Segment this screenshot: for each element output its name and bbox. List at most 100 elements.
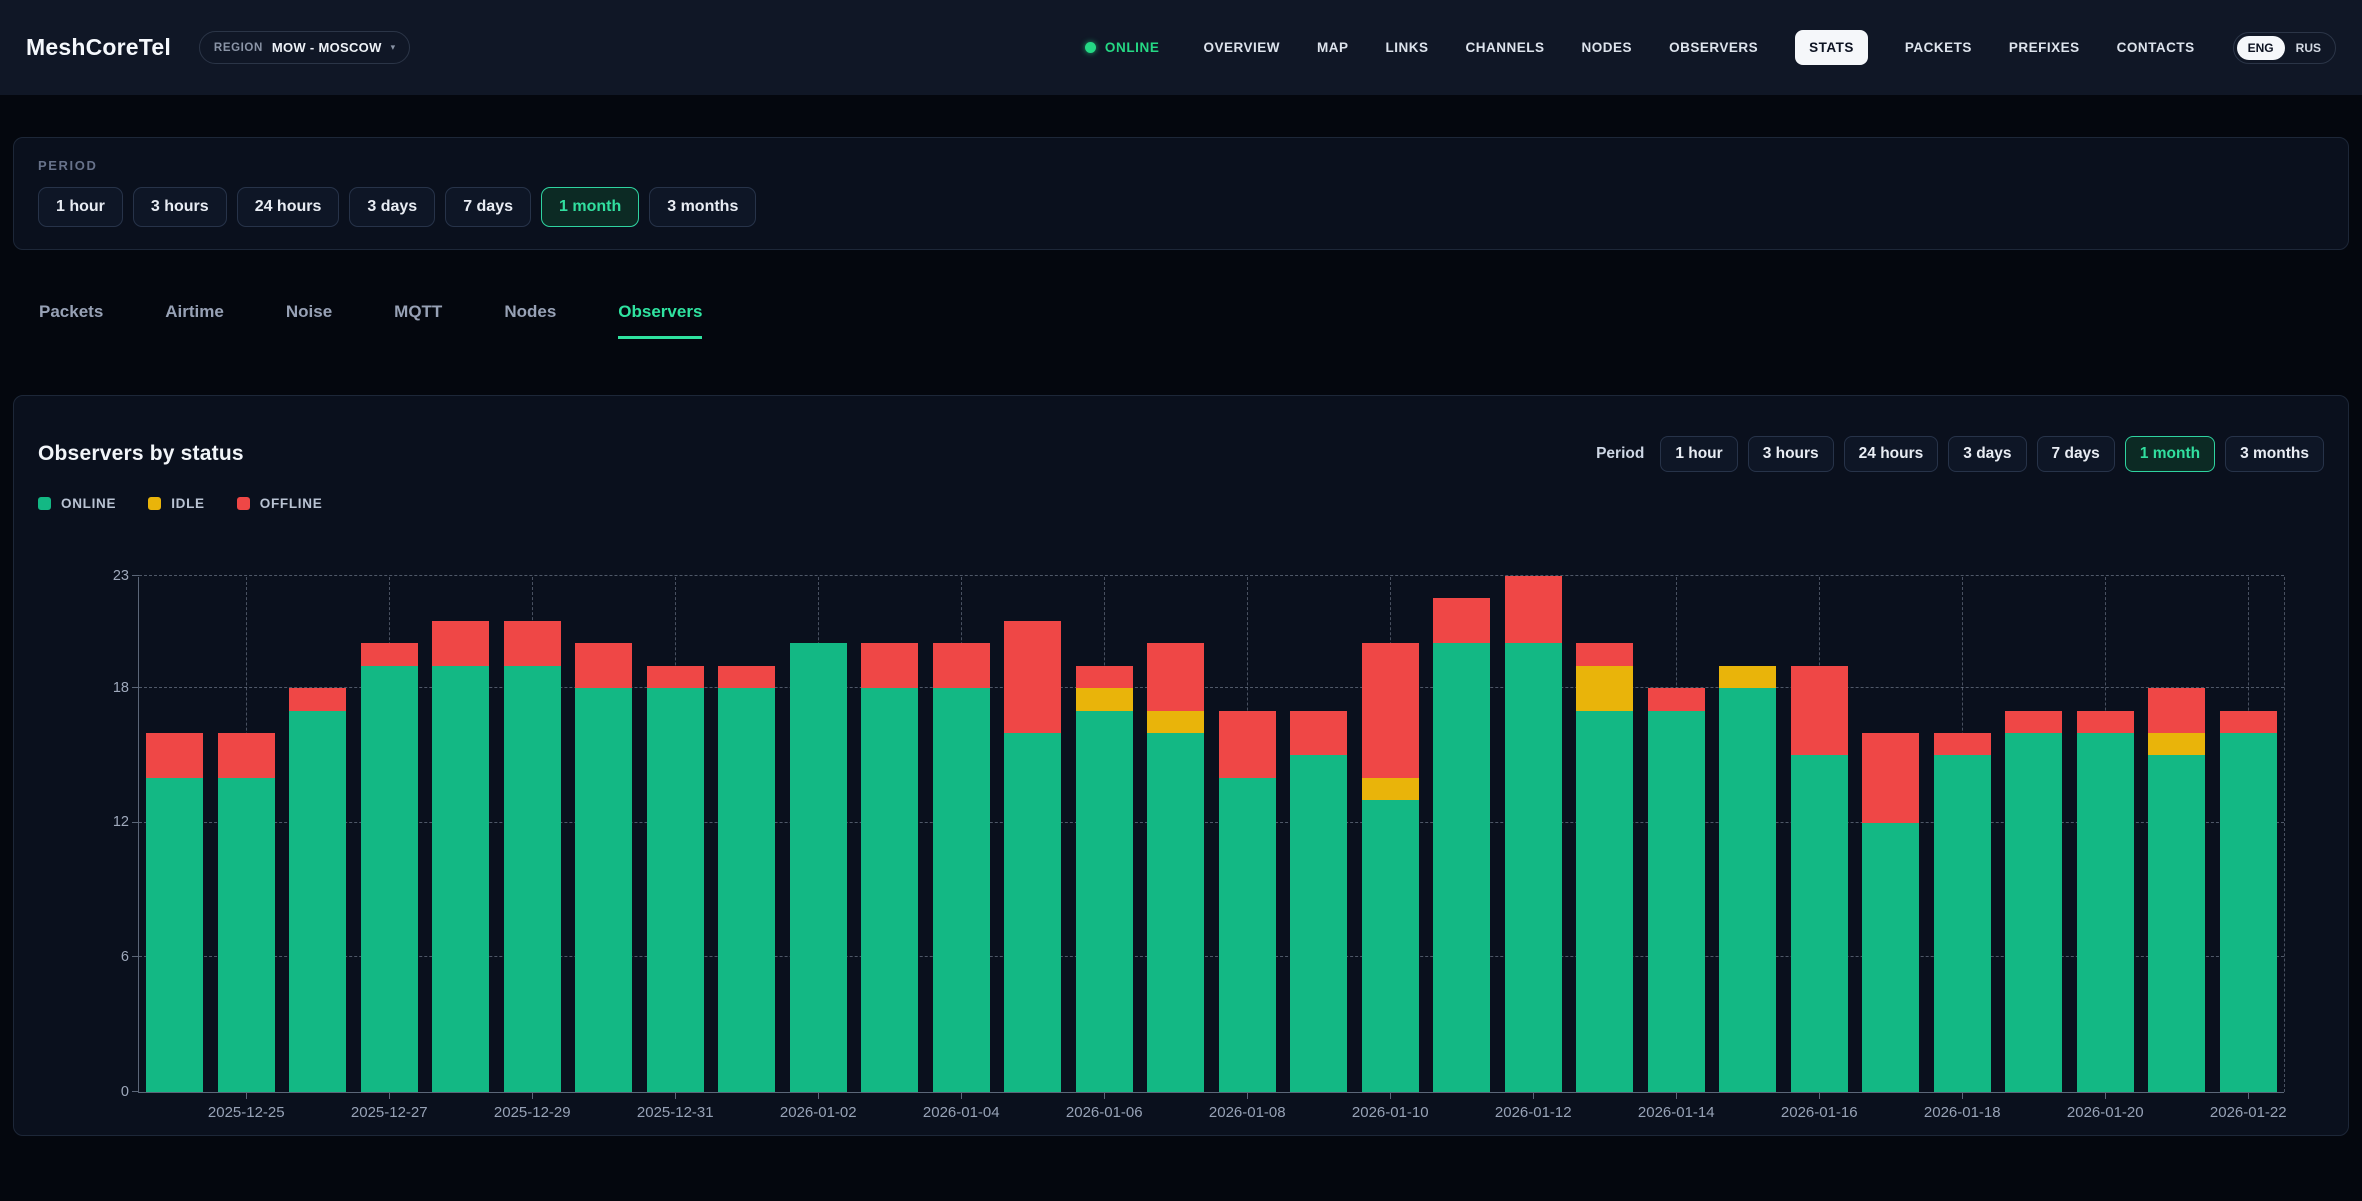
bar-2026-01-11[interactable]	[1433, 598, 1491, 1092]
bar-segment-offline-2026-01-05[interactable]	[1004, 620, 1062, 734]
bar-segment-online-2025-12-28[interactable]	[432, 665, 490, 1092]
bar-segment-idle-2026-01-06[interactable]	[1075, 688, 1133, 711]
bar-segment-idle-2026-01-10[interactable]	[1361, 777, 1419, 801]
bar-segment-online-2026-01-05[interactable]	[1004, 733, 1062, 1092]
bar-2025-12-30[interactable]	[575, 643, 633, 1092]
chart-period-button-3-hours[interactable]: 3 hours	[1747, 436, 1834, 472]
bar-segment-offline-2025-12-29[interactable]	[503, 620, 561, 666]
bar-segment-offline-2026-01-06[interactable]	[1075, 665, 1133, 689]
nav-item-links[interactable]: LINKS	[1385, 40, 1429, 55]
period-button-7-days[interactable]: 7 days	[445, 187, 531, 227]
bar-segment-offline-2025-12-31[interactable]	[646, 665, 704, 689]
bar-segment-online-2026-01-12[interactable]	[1504, 643, 1562, 1092]
bar-segment-online-2025-12-29[interactable]	[503, 665, 561, 1092]
bar-segment-offline-2026-01-07[interactable]	[1147, 643, 1205, 711]
bar-segment-offline-2026-01-12[interactable]	[1504, 576, 1562, 644]
nav-item-stats[interactable]: STATS	[1795, 30, 1868, 65]
bar-segment-online-2026-01-17[interactable]	[1862, 822, 1920, 1092]
bar-segment-offline-2025-12-25[interactable]	[217, 733, 275, 778]
bar-2026-01-22[interactable]	[2219, 710, 2277, 1092]
bar-2026-01-17[interactable]	[1862, 733, 1920, 1092]
bar-segment-online-2026-01-14[interactable]	[1647, 710, 1705, 1092]
bar-2026-01-08[interactable]	[1218, 710, 1276, 1092]
bar-2026-01-20[interactable]	[2076, 710, 2134, 1092]
bar-segment-online-2026-01-19[interactable]	[2005, 733, 2063, 1092]
nav-item-overview[interactable]: OVERVIEW	[1203, 40, 1281, 55]
period-button-24-hours[interactable]: 24 hours	[236, 187, 340, 227]
bar-segment-offline-2026-01-16[interactable]	[1790, 665, 1848, 756]
period-button-3-hours[interactable]: 3 hours	[132, 187, 227, 227]
bar-segment-online-2026-01-02[interactable]	[789, 643, 847, 1092]
nav-item-map[interactable]: MAP	[1317, 40, 1349, 55]
bar-segment-offline-2025-12-28[interactable]	[432, 620, 490, 666]
bar-segment-offline-2026-01-13[interactable]	[1576, 643, 1634, 666]
period-button-1-hour[interactable]: 1 hour	[38, 187, 123, 227]
tab-packets[interactable]: Packets	[39, 302, 104, 321]
bar-segment-offline-2026-01-18[interactable]	[1933, 733, 1991, 756]
bar-segment-online-2026-01-11[interactable]	[1433, 643, 1491, 1092]
bar-segment-offline-2026-01-21[interactable]	[2148, 688, 2206, 734]
bar-segment-offline-2026-01-19[interactable]	[2005, 710, 2063, 734]
bar-2026-01-18[interactable]	[1933, 733, 1991, 1092]
bar-segment-offline-2026-01-14[interactable]	[1647, 688, 1705, 711]
bar-2025-12-29[interactable]	[503, 620, 561, 1092]
lang-option-rus[interactable]: RUS	[2295, 40, 2321, 55]
period-button-1-month[interactable]: 1 month	[541, 187, 640, 227]
bar-2026-01-21[interactable]	[2148, 688, 2206, 1092]
chart-period-button-1-hour[interactable]: 1 hour	[1660, 436, 1738, 472]
bar-2026-01-02[interactable]	[789, 643, 847, 1092]
bar-2025-12-25[interactable]	[217, 733, 275, 1092]
bar-segment-online-2026-01-21[interactable]	[2148, 755, 2206, 1092]
bar-segment-offline-2025-12-26[interactable]	[289, 688, 347, 711]
lang-option-eng[interactable]: ENG	[2236, 35, 2285, 60]
tab-nodes[interactable]: Nodes	[504, 302, 557, 321]
bar-2026-01-09[interactable]	[1290, 710, 1348, 1092]
bar-2026-01-15[interactable]	[1719, 665, 1777, 1092]
bar-segment-offline-2025-12-30[interactable]	[575, 643, 633, 689]
period-button-3-months[interactable]: 3 months	[649, 187, 757, 227]
bar-segment-offline-2026-01-03[interactable]	[861, 643, 919, 689]
bar-segment-online-2026-01-04[interactable]	[932, 688, 990, 1092]
bar-segment-offline-2025-12-24[interactable]	[146, 733, 204, 778]
bar-segment-online-2026-01-09[interactable]	[1290, 755, 1348, 1092]
bar-segment-online-2026-01-10[interactable]	[1361, 800, 1419, 1092]
bar-segment-idle-2026-01-07[interactable]	[1147, 710, 1205, 734]
bar-2026-01-03[interactable]	[861, 643, 919, 1092]
chart-period-button-1-month[interactable]: 1 month	[2124, 436, 2216, 472]
nav-item-packets[interactable]: PACKETS	[1904, 40, 1972, 55]
bar-segment-online-2026-01-22[interactable]	[2219, 733, 2277, 1092]
chart-period-button-3-days[interactable]: 3 days	[1948, 436, 2027, 472]
bar-2026-01-13[interactable]	[1576, 643, 1634, 1092]
bar-2026-01-12[interactable]	[1504, 576, 1562, 1092]
bar-segment-online-2026-01-07[interactable]	[1147, 733, 1205, 1092]
region-selector[interactable]: REGION MOW - MOSCOW ▾	[198, 31, 411, 64]
tab-airtime[interactable]: Airtime	[165, 302, 224, 321]
tab-mqtt[interactable]: MQTT	[394, 302, 443, 321]
bar-2025-12-28[interactable]	[432, 620, 490, 1092]
bar-2025-12-24[interactable]	[146, 733, 204, 1092]
bar-segment-online-2025-12-24[interactable]	[146, 777, 204, 1092]
bar-segment-offline-2026-01-17[interactable]	[1862, 733, 1920, 823]
bar-segment-offline-2026-01-01[interactable]	[718, 665, 776, 689]
bar-segment-online-2025-12-31[interactable]	[646, 688, 704, 1092]
bar-segment-online-2025-12-27[interactable]	[360, 665, 418, 1092]
tab-observers[interactable]: Observers	[618, 302, 703, 339]
bar-segment-online-2025-12-30[interactable]	[575, 688, 633, 1092]
nav-item-prefixes[interactable]: PREFIXES	[2008, 40, 2080, 55]
bar-segment-offline-2025-12-27[interactable]	[360, 643, 418, 666]
nav-item-channels[interactable]: CHANNELS	[1465, 40, 1545, 55]
nav-item-nodes[interactable]: NODES	[1581, 40, 1633, 55]
bar-2026-01-06[interactable]	[1075, 665, 1133, 1092]
bar-2026-01-14[interactable]	[1647, 688, 1705, 1092]
bar-segment-offline-2026-01-10[interactable]	[1361, 643, 1419, 778]
bar-segment-offline-2026-01-04[interactable]	[932, 643, 990, 689]
bar-2026-01-04[interactable]	[932, 643, 990, 1092]
bar-2025-12-27[interactable]	[360, 643, 418, 1092]
bar-segment-online-2026-01-06[interactable]	[1075, 710, 1133, 1092]
bar-segment-idle-2026-01-13[interactable]	[1576, 665, 1634, 711]
nav-item-observers[interactable]: OBSERVERS	[1669, 40, 1759, 55]
bar-segment-offline-2026-01-09[interactable]	[1290, 710, 1348, 756]
bar-2026-01-05[interactable]	[1004, 620, 1062, 1092]
bar-segment-offline-2026-01-20[interactable]	[2076, 710, 2134, 734]
chart-period-button-3-months[interactable]: 3 months	[2225, 436, 2324, 472]
